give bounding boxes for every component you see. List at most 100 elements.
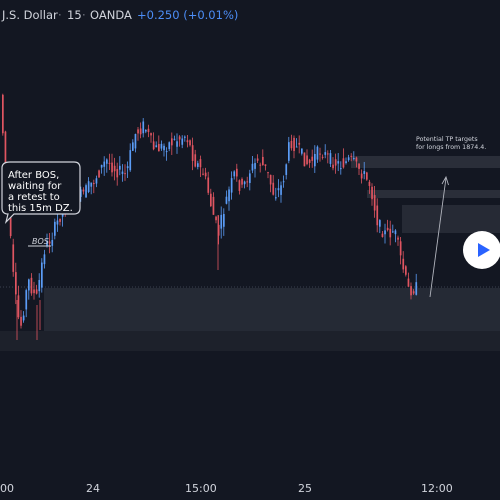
- candle-body: [168, 142, 171, 150]
- candle-body: [142, 121, 145, 134]
- candle-body: [298, 142, 301, 145]
- candle-body: [106, 159, 108, 164]
- candle-body: [311, 156, 314, 161]
- candle-body: [87, 181, 90, 192]
- candle-body: [15, 272, 17, 295]
- bos-marker: BOS: [28, 237, 51, 247]
- candle-body: [2, 94, 4, 134]
- candle-body: [197, 163, 199, 167]
- candle-body: [327, 153, 329, 155]
- candle-body: [373, 195, 376, 211]
- x-tick-1: 24: [86, 482, 100, 495]
- candle-body: [386, 227, 389, 231]
- candle-body: [212, 196, 215, 215]
- candle-body: [360, 173, 363, 179]
- candle-body: [12, 244, 15, 272]
- x-axis: 00 24 15:00 25 12:00: [0, 482, 453, 495]
- candle-body: [251, 163, 254, 171]
- candle-body: [407, 278, 410, 287]
- candle-body: [9, 209, 12, 237]
- candle-body: [95, 178, 98, 184]
- candle-body: [189, 140, 191, 146]
- callout-line-3: a retest to: [8, 192, 60, 203]
- play-icon: [478, 243, 490, 257]
- candle-body: [303, 152, 306, 167]
- candle-body: [207, 177, 210, 193]
- candle-body: [129, 150, 132, 171]
- candle-body: [46, 241, 48, 247]
- candle-body: [275, 197, 277, 199]
- candle-body: [163, 145, 165, 151]
- callout-line-2: waiting for: [8, 181, 62, 192]
- candle-body: [415, 282, 418, 295]
- candle-body: [236, 168, 238, 177]
- candle-body: [184, 136, 186, 138]
- candle-body: [410, 286, 412, 296]
- zone-band-bottom: [0, 331, 500, 351]
- candle-body: [150, 133, 152, 136]
- candle-body: [332, 164, 334, 169]
- candle-body: [285, 164, 288, 175]
- candle-body: [259, 164, 262, 166]
- candle-body: [155, 145, 158, 148]
- interval-label: 15: [67, 8, 82, 22]
- bos-label: BOS: [32, 237, 49, 246]
- candle-body: [342, 158, 345, 168]
- candle-body: [399, 241, 402, 256]
- candle-body: [280, 185, 282, 195]
- candle-body: [121, 171, 124, 174]
- candle-body: [295, 146, 298, 148]
- candle-body: [394, 230, 397, 235]
- x-tick-0: 00: [0, 482, 14, 495]
- candle-body: [54, 221, 56, 236]
- candle-body: [98, 170, 100, 178]
- candle-body: [145, 129, 147, 132]
- x-tick-3: 25: [298, 482, 312, 495]
- candle-body: [376, 205, 379, 226]
- candle-body: [389, 228, 392, 238]
- candle-body: [43, 254, 46, 265]
- candle-body: [392, 231, 394, 233]
- candle-body: [233, 171, 236, 177]
- play-button[interactable]: [463, 231, 500, 269]
- candle-body: [113, 165, 116, 172]
- candle-body: [30, 277, 33, 294]
- candle-body: [51, 240, 54, 246]
- candle-body: [137, 129, 139, 134]
- candle-body: [368, 181, 371, 186]
- candle-body: [340, 168, 342, 170]
- candle-body: [103, 161, 106, 167]
- candle-body: [243, 181, 246, 185]
- candle-body: [355, 157, 358, 162]
- candle-body: [181, 138, 184, 145]
- candle-body: [132, 142, 134, 151]
- candle-body: [33, 289, 35, 294]
- candle-body: [277, 188, 280, 191]
- candle-body: [308, 159, 311, 163]
- candle-body: [293, 137, 295, 152]
- candle-body: [171, 138, 173, 146]
- tp-note-line-2: for longs from 1874.4.: [416, 144, 486, 151]
- candle-body: [324, 152, 327, 155]
- candle-body: [80, 189, 82, 197]
- chart-header: J.S. Dollar · 15 · OANDA +0.250 (+0.01%): [1, 8, 238, 22]
- candle-body: [41, 262, 43, 288]
- candle-body: [22, 315, 25, 321]
- candle-body: [316, 146, 319, 160]
- candle-body: [204, 172, 207, 177]
- candle-body: [4, 131, 7, 170]
- candle-body: [246, 181, 249, 183]
- candle-body: [358, 163, 360, 169]
- candle-body: [363, 171, 366, 174]
- candle-body: [254, 163, 256, 169]
- candle-body: [194, 154, 197, 167]
- candle-body: [256, 158, 259, 161]
- tp-arrow-line: [429, 177, 447, 298]
- candle-body: [38, 280, 41, 292]
- candle-body: [217, 224, 220, 236]
- tp-zone-2: [367, 190, 500, 198]
- candle-body: [314, 154, 316, 167]
- candle-body: [366, 172, 368, 180]
- candle-body: [267, 172, 269, 174]
